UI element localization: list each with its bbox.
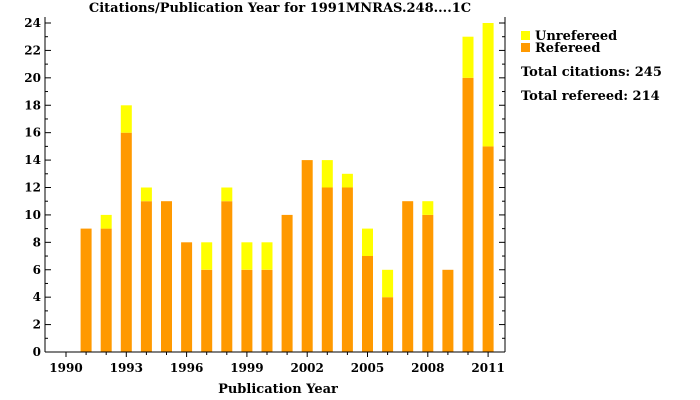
y-tick-label: 2 — [33, 318, 41, 332]
legend-label-refereed: Refereed — [535, 41, 600, 56]
y-tick-label: 4 — [33, 290, 41, 304]
x-tick-label: 1999 — [230, 361, 263, 375]
bar-refereed-2000 — [261, 269, 273, 353]
bar-unrefereed-2004 — [341, 173, 353, 188]
y-tick-label: 0 — [33, 345, 41, 359]
bar-unrefereed-1998 — [221, 187, 233, 202]
y-tick-label: 22 — [24, 43, 41, 57]
x-tick-label: 1993 — [110, 361, 143, 375]
axes-group — [44, 17, 506, 353]
bar-refereed-2008 — [422, 214, 434, 352]
legend: Unrefereed Refereed — [521, 29, 617, 56]
bar-refereed-1995 — [161, 201, 172, 352]
bar-unrefereed-1997 — [201, 242, 213, 270]
bar-unrefereed-2010 — [462, 36, 474, 78]
x-tick-label: 2011 — [471, 361, 504, 375]
bar-refereed-2010 — [462, 77, 474, 353]
bar-refereed-2002 — [301, 160, 313, 352]
bar-refereed-1994 — [140, 201, 152, 352]
bar-refereed-1992 — [100, 228, 112, 352]
y-tick-label: 8 — [33, 235, 41, 249]
legend-label-unrefereed: Unrefereed — [535, 29, 617, 44]
bar-unrefereed-1992 — [100, 214, 112, 229]
bar-refereed-1999 — [241, 269, 253, 353]
bar-refereed-2001 — [281, 214, 293, 352]
bar-unrefereed-2003 — [321, 160, 333, 188]
bar-refereed-2009 — [442, 269, 454, 353]
bar-refereed-2004 — [341, 187, 353, 352]
x-tick-label: 2002 — [290, 361, 323, 375]
bar-unrefereed-2005 — [362, 228, 373, 256]
bar-refereed-1991 — [80, 228, 92, 352]
bar-unrefereed-1993 — [120, 105, 132, 133]
y-tick-label: 12 — [24, 181, 41, 195]
bar-unrefereed-2011 — [482, 23, 494, 147]
y-tick-label: 6 — [33, 263, 41, 277]
bars-group — [80, 23, 494, 353]
y-tick-label: 24 — [24, 16, 41, 30]
x-tick-label: 2008 — [411, 361, 444, 375]
total-citations-annotation: Total citations: 245 — [521, 65, 662, 80]
legend-swatch-refereed — [521, 43, 530, 52]
chart-title: Citations/Publication Year for 1991MNRAS… — [89, 1, 471, 16]
bar-refereed-1996 — [181, 242, 193, 352]
x-tick-label: 1996 — [170, 361, 203, 375]
bar-refereed-2005 — [362, 256, 373, 352]
y-tick-label: 10 — [24, 208, 41, 222]
bar-refereed-2006 — [382, 297, 394, 352]
bar-refereed-1998 — [221, 201, 233, 352]
y-tick-label: 20 — [24, 71, 41, 85]
y-tick-label: 14 — [24, 153, 41, 167]
y-tick-label: 16 — [24, 126, 41, 140]
bar-refereed-2011 — [482, 146, 494, 352]
x-axis-label: Publication Year — [218, 382, 338, 397]
bar-unrefereed-2000 — [261, 242, 273, 270]
bar-refereed-1993 — [120, 132, 132, 352]
bar-unrefereed-1999 — [241, 242, 253, 270]
bar-refereed-2007 — [402, 201, 414, 352]
total-refereed-annotation: Total refereed: 214 — [521, 89, 660, 104]
x-tick-label: 2005 — [351, 361, 384, 375]
legend-swatch-unrefereed — [521, 31, 530, 40]
y-tick-label: 18 — [24, 98, 41, 112]
bar-refereed-1997 — [201, 269, 213, 353]
bar-unrefereed-1994 — [140, 187, 152, 202]
bar-unrefereed-2008 — [422, 201, 434, 215]
x-tick-label: 1990 — [49, 361, 82, 375]
bar-unrefereed-2006 — [382, 269, 394, 298]
bar-refereed-2003 — [321, 187, 333, 352]
